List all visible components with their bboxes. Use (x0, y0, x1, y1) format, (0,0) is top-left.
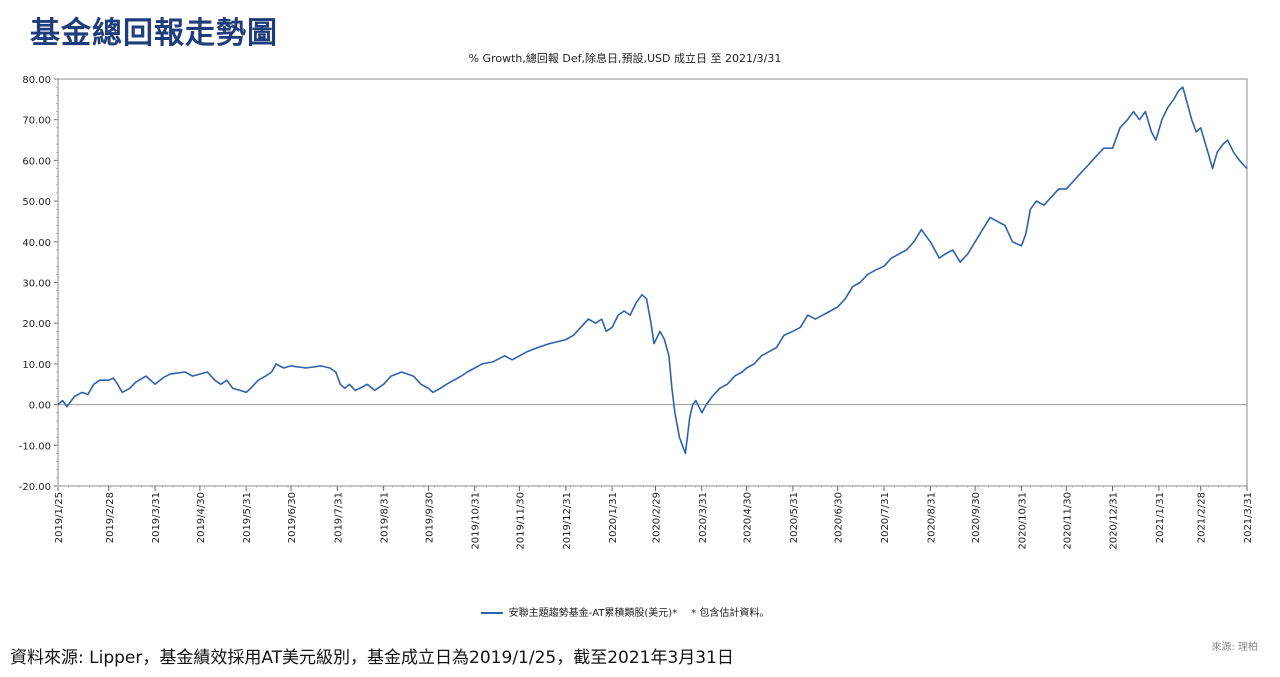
line-chart: 80.00 70.00 60.00 50.00 40.00 30.00 20.00 10.00… (19, 75, 1254, 550)
x-tick-label: 2021/3/31 (1243, 492, 1254, 543)
y-tick-label: 0.00 (29, 401, 51, 412)
y-tick-label: 20.00 (22, 319, 51, 330)
chart-legend: 安聯主題趨勢基金-AT累積類股(美元)* * 包含估計資料。 (0, 604, 1250, 619)
x-tick-label: 2019/1/25 (54, 492, 65, 543)
chart-subtitle: % Growth,總回報 Def,除息日,預設,USD 成立日 至 2021/3… (468, 52, 782, 65)
legend-swatch (480, 612, 503, 614)
x-tick-label: 2020/10/31 (1017, 492, 1028, 550)
y-tick-label: 30.00 (22, 279, 51, 290)
x-tick-label: 2019/9/30 (424, 492, 435, 543)
plot-frame (57, 78, 1248, 487)
legend-note: * 包含估計資料。 (691, 608, 770, 619)
x-tick-label: 2020/3/31 (698, 492, 709, 543)
x-tick-label: 2019/2/28 (105, 492, 116, 543)
y-tick-label: -10.00 (19, 441, 51, 452)
y-tick-label: 70.00 (22, 116, 51, 127)
x-tick-label: 2019/6/30 (287, 492, 298, 543)
x-tick-label: 2019/4/30 (196, 492, 207, 543)
x-tick-label: 2019/12/31 (562, 492, 573, 550)
x-tick-label: 2020/7/31 (880, 492, 891, 543)
x-tick-label: 2019/5/31 (242, 492, 253, 543)
credit-note: 來源: 理柏 (1211, 642, 1258, 653)
x-tick-label: 2020/5/31 (789, 492, 800, 543)
x-tick-label: 2021/1/31 (1155, 492, 1166, 543)
x-tick-label: 2020/12/31 (1109, 492, 1120, 550)
y-tick-label: -20.00 (19, 482, 51, 493)
x-tick-label: 2020/8/31 (926, 492, 937, 543)
y-tick-label: 50.00 (22, 197, 51, 208)
x-tick-label: 2020/11/30 (1062, 492, 1073, 550)
x-tick-label: 2019/3/31 (151, 492, 162, 543)
y-tick-label: 80.00 (22, 75, 51, 86)
x-tick-label: 2020/6/30 (834, 492, 845, 543)
x-tick-label: 2019/10/31 (471, 492, 482, 550)
y-tick-label: 60.00 (22, 156, 51, 167)
x-tick-label: 2020/2/29 (651, 492, 662, 543)
x-tick-label: 2019/11/30 (516, 492, 527, 550)
source-note: 資料來源: Lipper，基金績效採用AT美元級別，基金成立日為2019/1/2… (10, 648, 734, 668)
x-tick-label: 2020/4/30 (743, 492, 754, 543)
x-tick-label: 2020/1/31 (608, 492, 619, 543)
legend-label: 安聯主題趨勢基金-AT累積類股(美元)* (508, 608, 678, 619)
x-tick-label: 2019/8/31 (380, 492, 391, 543)
page-title: 基金總回報走勢圖 (30, 16, 278, 51)
x-tick-label: 2020/9/30 (971, 492, 982, 543)
x-tick-label: 2019/7/31 (333, 492, 344, 543)
y-tick-label: 10.00 (22, 360, 51, 371)
x-tick-label: 2021/2/28 (1197, 492, 1208, 543)
y-tick-label: 40.00 (22, 238, 51, 249)
series-line (57, 86, 1248, 455)
